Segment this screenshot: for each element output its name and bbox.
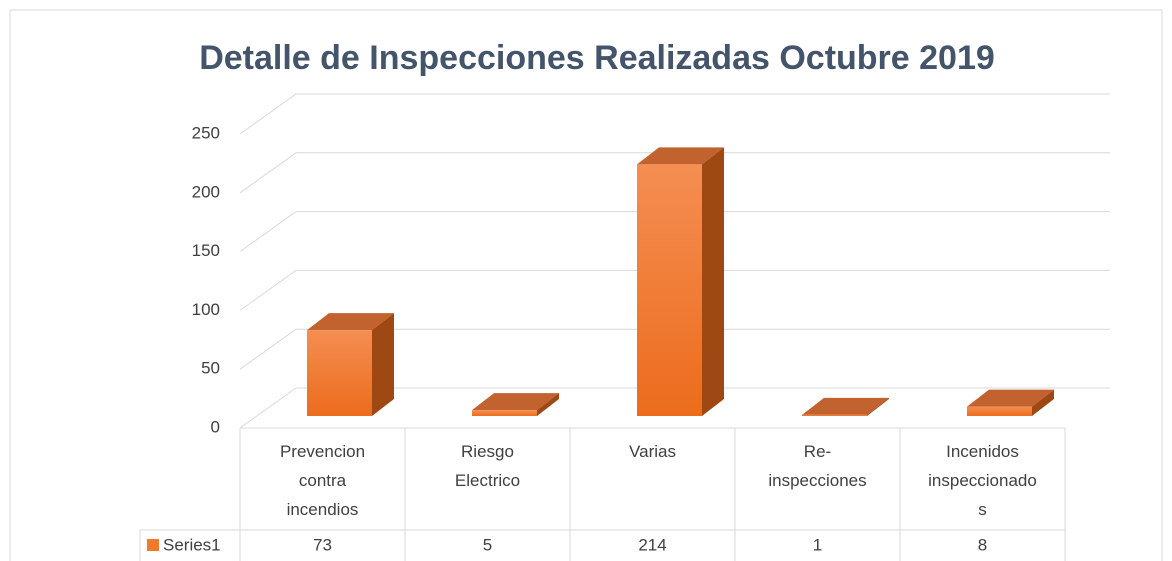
table-value: 1 (813, 535, 822, 554)
x-tick-label: Prevencion contra incendios (279, 442, 366, 519)
bar-side (537, 393, 559, 416)
y-tick-label: 250 (192, 123, 220, 142)
grid-line (239, 211, 1110, 253)
grid-line (239, 387, 1110, 429)
y-tick-label: 150 (192, 241, 220, 260)
chart-border (9, 9, 1163, 561)
bar-top (967, 389, 1054, 407)
table-value: 8 (978, 535, 987, 554)
x-tick-label: Incenidos inspeccionados (928, 442, 1037, 519)
table-value: 73 (313, 535, 332, 554)
bar-side (702, 147, 724, 416)
table-value: 214 (638, 535, 666, 554)
legend-label: Series1 (163, 535, 221, 554)
x-tick-label: Riesgo Electrico (454, 442, 521, 490)
table-value: 5 (483, 535, 492, 554)
bar-top (637, 147, 724, 165)
bar (967, 406, 1032, 416)
bar-top (472, 393, 559, 411)
bar-side (867, 397, 889, 416)
grid-line (239, 269, 1110, 311)
legend-swatch (147, 539, 159, 551)
y-tick-label: 200 (192, 182, 220, 201)
y-tick-label: 0 (211, 417, 220, 436)
y-tick-label: 50 (201, 359, 220, 378)
y-tick-label: 100 (192, 300, 220, 319)
x-tick-label: Re-inspecciones (768, 442, 867, 490)
x-tick-label: Varias (629, 442, 676, 461)
bar (472, 410, 537, 416)
bar-top (802, 397, 889, 415)
bar-side (372, 313, 394, 416)
grid-line (239, 152, 1110, 194)
bar (802, 414, 867, 416)
bar-side (1032, 389, 1054, 416)
bar (637, 164, 702, 416)
bar (307, 330, 372, 416)
grid-line (239, 93, 1110, 135)
chart-title: Detalle de Inspecciones Realizadas Octub… (199, 39, 995, 77)
grid-line (239, 328, 1110, 370)
bar-top (307, 313, 394, 331)
